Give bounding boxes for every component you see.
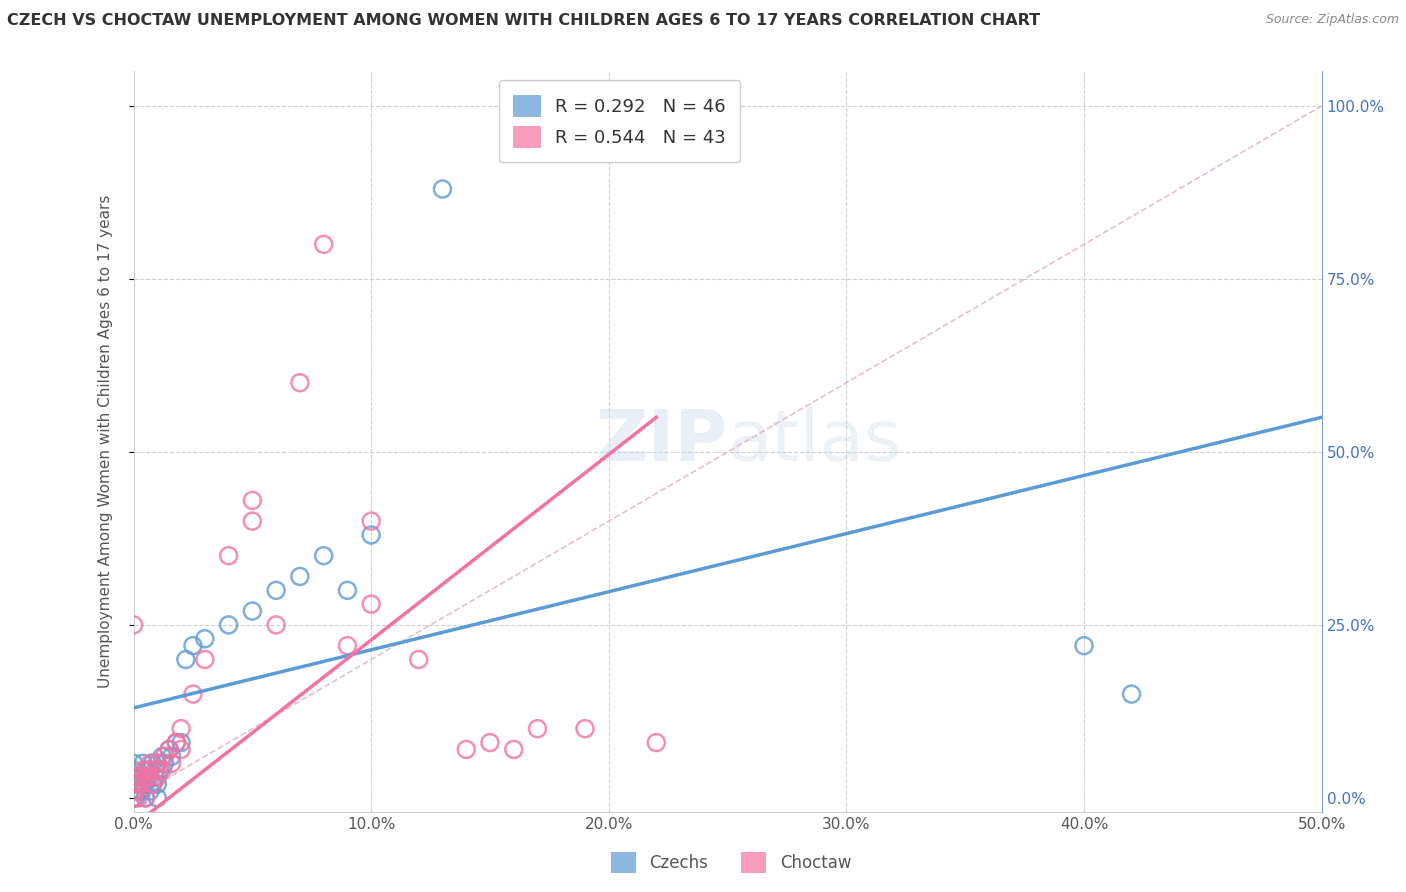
- Point: [139, 784, 162, 798]
- Point: [132, 763, 155, 777]
- Point: [125, 784, 148, 798]
- Point: [143, 763, 166, 777]
- Point: [136, 770, 159, 784]
- Point: [153, 749, 176, 764]
- Text: Source: ZipAtlas.com: Source: ZipAtlas.com: [1265, 13, 1399, 27]
- Point: [125, 790, 148, 805]
- Point: [122, 790, 145, 805]
- Point: [574, 722, 596, 736]
- Text: CZECH VS CHOCTAW UNEMPLOYMENT AMONG WOMEN WITH CHILDREN AGES 6 TO 17 YEARS CORRE: CZECH VS CHOCTAW UNEMPLOYMENT AMONG WOME…: [7, 13, 1040, 29]
- Point: [170, 735, 193, 749]
- Point: [122, 790, 145, 805]
- Point: [125, 777, 148, 791]
- Point: [312, 237, 335, 252]
- Point: [134, 763, 156, 777]
- Point: [194, 632, 217, 646]
- Point: [160, 749, 183, 764]
- Point: [122, 777, 145, 791]
- Point: [360, 597, 382, 611]
- Point: [165, 735, 187, 749]
- Point: [142, 777, 165, 791]
- Point: [122, 777, 145, 791]
- Point: [143, 770, 166, 784]
- Point: [146, 770, 169, 784]
- Point: [264, 583, 287, 598]
- Point: [264, 618, 287, 632]
- Point: [1073, 639, 1095, 653]
- Point: [122, 770, 145, 784]
- Point: [127, 770, 149, 784]
- Point: [181, 687, 204, 701]
- Point: [242, 514, 264, 528]
- Point: [218, 618, 240, 632]
- Point: [157, 742, 180, 756]
- Point: [127, 784, 149, 798]
- Point: [502, 742, 524, 756]
- Point: [194, 652, 217, 666]
- Point: [139, 770, 162, 784]
- Point: [432, 182, 454, 196]
- Point: [478, 735, 502, 749]
- Point: [170, 722, 193, 736]
- Point: [157, 742, 180, 756]
- Text: ZIP: ZIP: [595, 407, 728, 476]
- Point: [146, 756, 169, 771]
- Point: [132, 777, 155, 791]
- Point: [146, 756, 169, 771]
- Point: [150, 763, 173, 777]
- Point: [1121, 687, 1143, 701]
- Point: [218, 549, 240, 563]
- Point: [142, 777, 165, 791]
- Point: [160, 756, 183, 771]
- Point: [136, 763, 159, 777]
- Point: [127, 770, 149, 784]
- Legend: Czechs, Choctaw: Czechs, Choctaw: [605, 846, 858, 880]
- Point: [122, 784, 145, 798]
- Point: [142, 756, 165, 771]
- Point: [134, 777, 156, 791]
- Text: atlas: atlas: [728, 407, 903, 476]
- Point: [146, 777, 169, 791]
- Point: [129, 777, 152, 791]
- Point: [153, 756, 176, 771]
- Point: [122, 618, 145, 632]
- Point: [125, 770, 148, 784]
- Point: [127, 790, 149, 805]
- Point: [150, 749, 173, 764]
- Point: [149, 763, 172, 777]
- Point: [336, 583, 359, 598]
- Point: [174, 652, 197, 666]
- Point: [139, 756, 162, 771]
- Y-axis label: Unemployment Among Women with Children Ages 6 to 17 years: Unemployment Among Women with Children A…: [98, 194, 112, 689]
- Point: [526, 722, 548, 736]
- Point: [288, 376, 311, 390]
- Point: [134, 770, 156, 784]
- Legend: R = 0.292   N = 46, R = 0.544   N = 43: R = 0.292 N = 46, R = 0.544 N = 43: [499, 80, 740, 162]
- Point: [408, 652, 430, 666]
- Point: [336, 639, 359, 653]
- Point: [134, 790, 156, 805]
- Point: [288, 569, 311, 583]
- Point: [129, 770, 152, 784]
- Point: [242, 493, 264, 508]
- Point: [170, 742, 193, 756]
- Point: [360, 514, 382, 528]
- Point: [129, 784, 152, 798]
- Point: [242, 604, 264, 618]
- Point: [645, 735, 668, 749]
- Point: [146, 790, 169, 805]
- Point: [165, 735, 187, 749]
- Point: [122, 756, 145, 771]
- Point: [456, 742, 478, 756]
- Point: [132, 756, 155, 771]
- Point: [122, 763, 145, 777]
- Point: [139, 763, 162, 777]
- Point: [134, 790, 156, 805]
- Point: [181, 639, 204, 653]
- Point: [360, 528, 382, 542]
- Point: [312, 549, 335, 563]
